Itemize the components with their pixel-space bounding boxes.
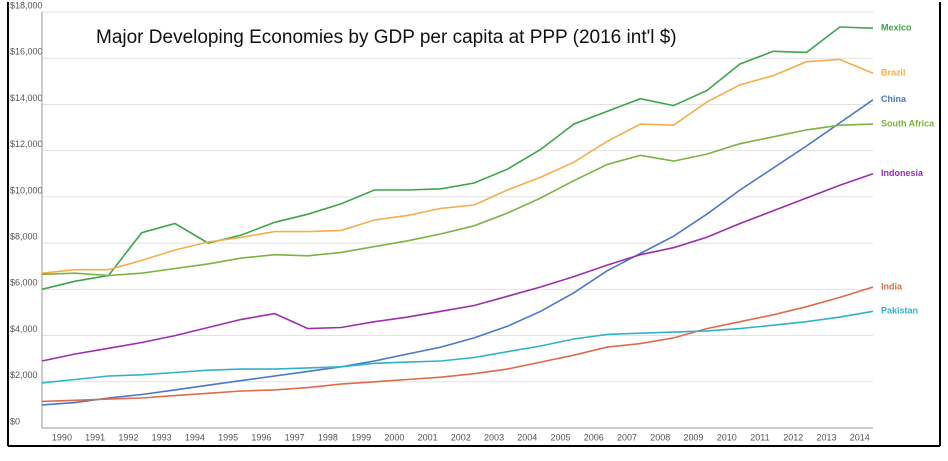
x-tick-label: 2008 [650, 432, 670, 442]
x-tick-label: 1991 [85, 432, 105, 442]
series-line [41, 173, 874, 362]
y-tick-label: $14,000 [10, 93, 43, 103]
x-tick-label: 2014 [850, 432, 870, 442]
x-tick-label: 1995 [218, 432, 238, 442]
x-tick-label: 1996 [251, 432, 271, 442]
x-tick-label: 2006 [584, 432, 604, 442]
legend-label: China [881, 94, 907, 104]
y-tick-label: $16,000 [10, 47, 43, 57]
y-tick-label: $0 [10, 416, 20, 426]
legend-label: Pakistan [881, 306, 918, 316]
x-tick-label: 1994 [185, 432, 205, 442]
series-line [41, 99, 874, 406]
x-tick-label: 2000 [384, 432, 404, 442]
series-line [41, 58, 874, 274]
series-line [41, 310, 874, 384]
x-tick-label: 2011 [750, 432, 769, 442]
x-tick-label: 2009 [683, 432, 703, 442]
x-tick-label: 2001 [418, 432, 438, 442]
x-tick-label: 2004 [517, 432, 537, 442]
x-tick-label: 2007 [617, 432, 637, 442]
y-tick-label: $10,000 [10, 185, 43, 195]
y-tick-label: $2,000 [10, 370, 38, 380]
y-tick-label: $4,000 [10, 324, 38, 334]
series-line [41, 286, 874, 403]
y-tick-label: $12,000 [10, 139, 43, 149]
x-tick-label: 2010 [717, 432, 737, 442]
x-tick-label: 1992 [118, 432, 138, 442]
x-tick-label: 1998 [318, 432, 338, 442]
series-line [41, 26, 874, 291]
x-tick-label: 2003 [484, 432, 504, 442]
x-tick-label: 2005 [551, 432, 571, 442]
x-tick-label: 2012 [783, 432, 803, 442]
series-line [41, 123, 874, 277]
x-tick-label: 2013 [816, 432, 836, 442]
x-tick-label: 2002 [451, 432, 471, 442]
x-tick-label: 1999 [351, 432, 371, 442]
x-tick-label: 1990 [52, 432, 72, 442]
legend-label: Brazil [881, 68, 906, 78]
y-tick-label: $8,000 [10, 231, 38, 241]
legend-label: South Africa [881, 118, 935, 128]
y-tick-label: $18,000 [10, 0, 43, 10]
y-tick-label: $6,000 [10, 278, 38, 288]
legend-label: Indonesia [881, 168, 924, 178]
chart-title: Major Developing Economies by GDP per ca… [96, 27, 677, 48]
legend-label: Mexico [881, 23, 912, 33]
x-tick-label: 1997 [285, 432, 305, 442]
x-tick-label: 1993 [152, 432, 172, 442]
legend-label: India [881, 281, 903, 291]
